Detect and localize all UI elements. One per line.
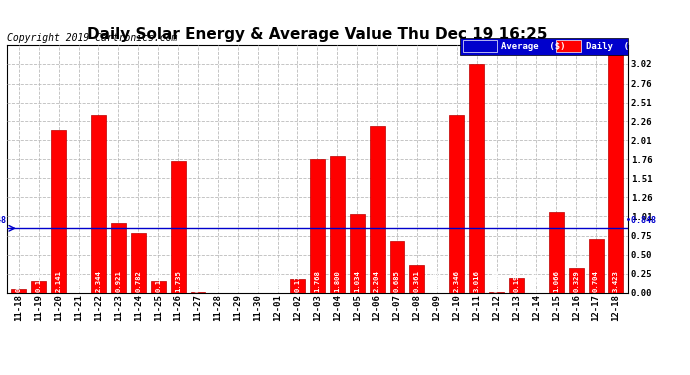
Text: 1.034: 1.034 <box>354 270 360 292</box>
Text: 0.921: 0.921 <box>115 270 121 292</box>
Text: 0.361: 0.361 <box>414 270 420 292</box>
Bar <box>409 265 424 292</box>
FancyBboxPatch shape <box>460 38 628 55</box>
Text: 2.344: 2.344 <box>95 270 101 292</box>
Text: Daily  ($): Daily ($) <box>586 42 640 51</box>
Bar <box>469 64 484 292</box>
Bar <box>150 281 166 292</box>
Text: Copyright 2019 Cartronics.com: Copyright 2019 Cartronics.com <box>7 33 177 42</box>
Text: 0.000: 0.000 <box>75 270 81 292</box>
Text: 1.768: 1.768 <box>315 270 320 292</box>
Text: 1.066: 1.066 <box>553 270 560 292</box>
Bar <box>390 241 404 292</box>
Text: 1.735: 1.735 <box>175 270 181 292</box>
Text: 0.001: 0.001 <box>493 270 500 292</box>
Bar <box>569 268 584 292</box>
Text: 3.423: 3.423 <box>613 270 619 292</box>
Bar <box>131 233 146 292</box>
Text: 0.000: 0.000 <box>533 270 540 292</box>
FancyBboxPatch shape <box>464 40 497 53</box>
Text: 1.800: 1.800 <box>334 270 340 292</box>
Text: 3.016: 3.016 <box>473 270 480 292</box>
Bar <box>310 159 325 292</box>
Bar <box>509 278 524 292</box>
FancyBboxPatch shape <box>556 40 581 53</box>
Bar <box>11 289 26 292</box>
Bar <box>51 130 66 292</box>
Bar <box>31 281 46 292</box>
Text: Average  ($): Average ($) <box>500 42 565 51</box>
Text: 0.848: 0.848 <box>0 216 7 225</box>
Text: 0.044: 0.044 <box>16 270 22 292</box>
Text: 0.000: 0.000 <box>255 270 261 292</box>
Text: 2.141: 2.141 <box>56 270 61 292</box>
Text: 0.175: 0.175 <box>295 270 301 292</box>
Text: 0.685: 0.685 <box>394 270 400 292</box>
Text: 0.000: 0.000 <box>434 270 440 292</box>
Bar <box>370 126 384 292</box>
Text: 0.156: 0.156 <box>155 270 161 292</box>
Text: •0.848: •0.848 <box>626 216 656 225</box>
Bar <box>91 115 106 292</box>
Text: 0.000: 0.000 <box>235 270 241 292</box>
Text: 0.149: 0.149 <box>36 270 42 292</box>
Bar <box>449 115 464 292</box>
Bar <box>290 279 305 292</box>
Title: Daily Solar Energy & Average Value Thu Dec 19 16:25: Daily Solar Energy & Average Value Thu D… <box>87 27 548 42</box>
Text: 0.782: 0.782 <box>135 270 141 292</box>
Text: 2.204: 2.204 <box>374 270 380 292</box>
Text: 0.000: 0.000 <box>275 270 281 292</box>
Bar <box>549 212 564 292</box>
Bar <box>350 214 365 292</box>
Text: 0.197: 0.197 <box>513 270 520 292</box>
Text: 0.329: 0.329 <box>573 270 579 292</box>
Text: 0.704: 0.704 <box>593 270 599 292</box>
Text: 0.009: 0.009 <box>195 270 201 292</box>
Bar <box>589 239 604 292</box>
Text: 0.000: 0.000 <box>215 270 221 292</box>
Bar <box>609 33 624 292</box>
Bar <box>111 223 126 292</box>
Bar <box>330 156 345 292</box>
Text: 2.346: 2.346 <box>454 270 460 292</box>
Bar <box>170 161 186 292</box>
